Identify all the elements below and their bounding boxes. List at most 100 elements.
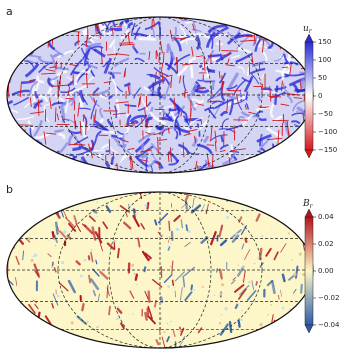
- field-streak: [294, 329, 298, 333]
- field-lane: [261, 35, 265, 53]
- field-lane: [125, 122, 137, 125]
- field-streak: [278, 154, 287, 163]
- field-lane: [82, 114, 85, 122]
- field-streak: [285, 39, 293, 49]
- field-speck: [187, 230, 191, 233]
- field-streak: [270, 324, 275, 330]
- field-streak: [69, 84, 88, 94]
- field-speck: [27, 237, 31, 241]
- field-streak: [230, 54, 240, 59]
- field-streak: [261, 90, 280, 96]
- field-lane: [66, 170, 69, 173]
- field-streak: [56, 333, 67, 344]
- field-streak: [174, 271, 185, 282]
- field-streak: [246, 17, 258, 20]
- field-streak: [295, 171, 313, 173]
- field-streak: [279, 149, 296, 164]
- field-streak: [15, 277, 18, 286]
- field-lane: [251, 54, 254, 64]
- field-lane: [85, 72, 88, 89]
- field-streak: [183, 266, 196, 277]
- field-speck: [86, 339, 89, 342]
- field-streak: [15, 255, 20, 265]
- field-streak: [128, 203, 131, 214]
- field-lane: [195, 55, 203, 58]
- field-streak: [92, 87, 100, 94]
- colorbar-tick-label: −150: [318, 146, 337, 154]
- field-speck: [175, 208, 178, 211]
- field-streak: [108, 305, 111, 316]
- field-streak: [23, 195, 27, 211]
- field-speck: [20, 232, 22, 234]
- field-streak: [262, 51, 268, 62]
- field-streak: [58, 155, 74, 173]
- field-streak: [207, 24, 228, 34]
- field-lane: [182, 142, 185, 158]
- field-streak: [228, 99, 234, 116]
- field-speck: [19, 319, 22, 321]
- field-speck: [52, 341, 56, 344]
- field-streak: [197, 170, 202, 173]
- field-speck: [298, 320, 302, 324]
- field-streak: [246, 66, 251, 77]
- field-lane: [145, 132, 152, 135]
- field-lane: [285, 22, 287, 39]
- field-lane: [139, 93, 142, 106]
- field-speck: [53, 237, 55, 240]
- field-lane: [281, 66, 289, 69]
- field-lane: [18, 124, 33, 126]
- field-streak: [255, 213, 261, 222]
- field-lane: [282, 92, 300, 96]
- field-lane: [7, 34, 20, 36]
- field-streak: [188, 117, 204, 127]
- field-streak: [10, 228, 14, 243]
- field-speck: [95, 326, 98, 329]
- field-lane: [93, 97, 96, 105]
- field-streak: [108, 71, 122, 75]
- field-streak: [98, 25, 107, 30]
- field-streak: [275, 344, 281, 348]
- field-streak: [266, 127, 282, 138]
- field-streak: [245, 91, 250, 110]
- field-lane: [172, 37, 186, 40]
- field-streak: [56, 155, 61, 173]
- field-streak: [166, 43, 176, 61]
- field-streak: [18, 28, 30, 33]
- field-streak: [88, 149, 106, 153]
- field-streak: [75, 260, 81, 266]
- field-speck: [22, 309, 26, 313]
- field-streak: [167, 151, 180, 163]
- field-speck: [69, 286, 72, 289]
- field-speck: [219, 292, 223, 296]
- field-lane: [64, 22, 74, 25]
- field-streak: [54, 221, 59, 235]
- field-lane: [152, 18, 156, 27]
- field-streak: [90, 251, 94, 263]
- field-streak: [68, 163, 72, 173]
- field-streak: [20, 326, 28, 339]
- field-streak: [256, 134, 272, 143]
- field-streak: [173, 214, 181, 222]
- field-streak: [101, 129, 117, 135]
- field-streak: [181, 148, 190, 152]
- field-speck: [113, 240, 117, 243]
- field-streak: [258, 117, 267, 121]
- field-streak: [269, 18, 276, 29]
- field-streak: [218, 53, 224, 61]
- field-streak: [12, 150, 23, 165]
- field-lane: [111, 28, 114, 35]
- field-streak: [274, 85, 287, 91]
- field-streak: [126, 17, 129, 25]
- field-streak: [13, 33, 22, 40]
- field-streak: [73, 215, 78, 224]
- field-streak: [173, 53, 191, 66]
- field-lane: [79, 120, 82, 136]
- field-streak: [166, 336, 170, 343]
- field-lane: [153, 132, 164, 136]
- field-lane: [10, 132, 14, 149]
- field-streak: [34, 36, 42, 47]
- field-lane: [227, 58, 230, 64]
- field-streak: [26, 59, 39, 64]
- field-streak: [255, 281, 258, 286]
- field-streak: [228, 168, 233, 173]
